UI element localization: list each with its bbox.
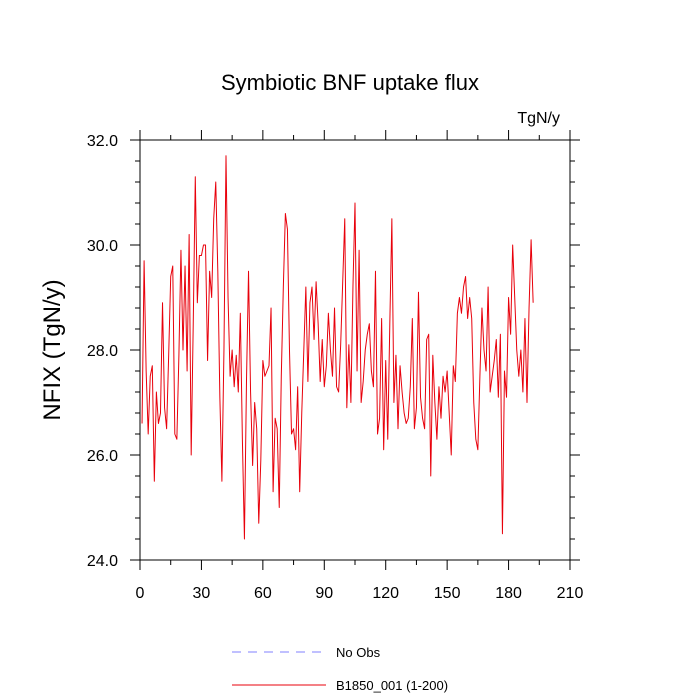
y-tick-label: 32.0: [87, 133, 118, 150]
y-tick-label: 26.0: [87, 448, 118, 465]
x-tick-label: 90: [315, 585, 333, 602]
axes: 0 30 60 90 120 150 180 210 24.0 26.0 28.0 30.0 32.0: [87, 130, 584, 602]
units-label: TgN/y: [517, 110, 560, 127]
y-axis-title: NFIX (TgN/y): [39, 279, 66, 420]
y-tick-label: 30.0: [87, 238, 118, 255]
y-tick-label: 24.0: [87, 553, 118, 570]
x-tick-label: 120: [372, 585, 399, 602]
legend: No Obs B1850_001 (1-200): [232, 645, 448, 693]
y-tick-label: 28.0: [87, 343, 118, 360]
x-tick-label: 150: [434, 585, 461, 602]
plot-area: [141, 155, 534, 540]
x-tick-label: 60: [254, 585, 272, 602]
x-tick-label: 180: [495, 585, 522, 602]
legend-label-1: B1850_001 (1-200): [336, 678, 448, 693]
series-line-1: [141, 155, 534, 540]
x-tick-label: 210: [557, 585, 584, 602]
legend-label-0: No Obs: [336, 645, 381, 660]
chart-title: Symbiotic BNF uptake flux: [221, 70, 479, 95]
x-tick-label: 0: [136, 585, 145, 602]
x-tick-label: 30: [193, 585, 211, 602]
